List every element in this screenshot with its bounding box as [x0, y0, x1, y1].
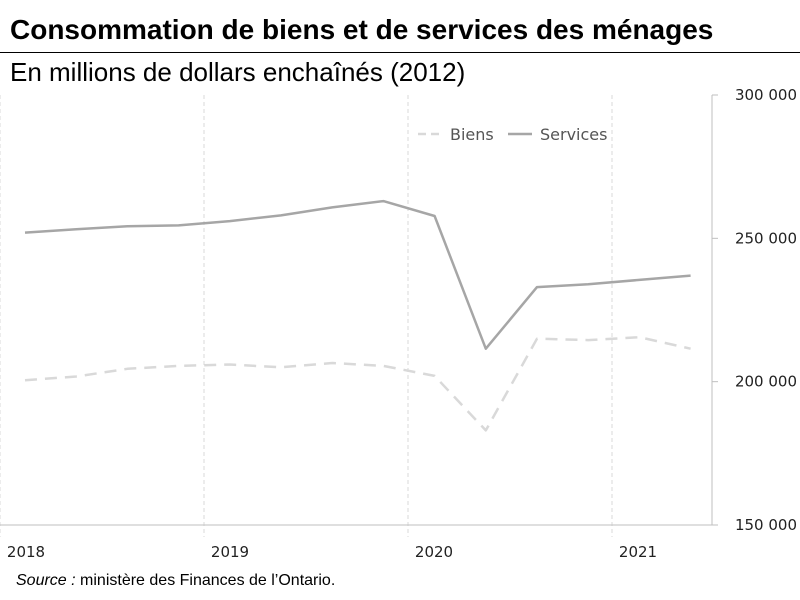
y-tick-label: 300 000: [735, 86, 797, 104]
y-tick-label: 150 000: [735, 516, 797, 534]
x-tick-label: 2018: [7, 543, 45, 561]
series-line-services: [25, 201, 691, 349]
source-label: Source :: [16, 572, 76, 589]
x-tick-label: 2020: [415, 543, 453, 561]
legend-label-services: Services: [540, 125, 607, 144]
x-tick-label: 2019: [211, 543, 249, 561]
series-line-biens: [25, 337, 691, 430]
y-tick-label: 200 000: [735, 373, 797, 391]
axes: 2018 2019 2020 2021 150 000 200 000 250 000 300…: [0, 86, 797, 561]
legend: Biens Services: [418, 125, 607, 144]
x-tick-label: 2021: [619, 543, 657, 561]
line-chart: 2018 2019 2020 2021 150 000 200 000 250 000 300…: [0, 0, 800, 600]
gridlines: [0, 95, 612, 537]
legend-label-biens: Biens: [450, 125, 494, 144]
source-note: Source : ministère des Finances de l’Ont…: [16, 572, 335, 590]
y-tick-label: 250 000: [735, 229, 797, 247]
source-text: ministère des Finances de l’Ontario.: [80, 572, 335, 589]
series-lines: [25, 201, 691, 430]
